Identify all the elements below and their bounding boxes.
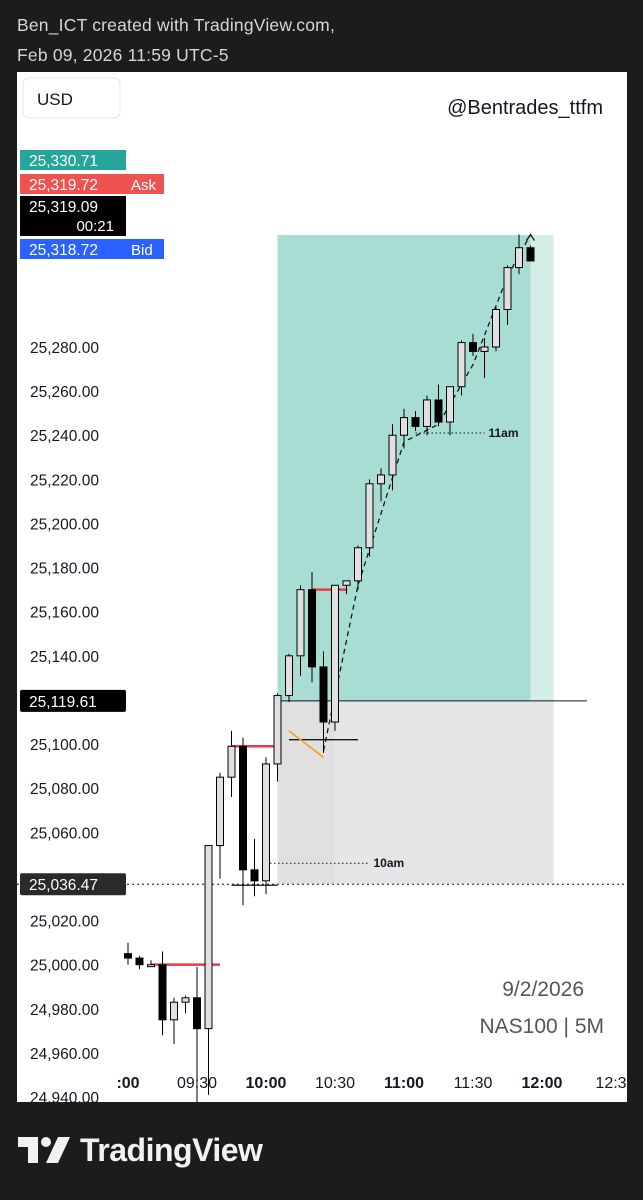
x-axis-tick-label: 11:00 [384,1075,424,1092]
price-tag[interactable] [20,239,126,259]
candle-body[interactable] [377,474,385,485]
y-axis-tick-label: 25,180.00 [30,561,99,578]
candle-body[interactable] [515,247,523,269]
candle-body[interactable] [135,957,144,966]
candle-body[interactable] [457,342,466,388]
candle-body[interactable] [193,997,201,1030]
candle-body[interactable] [204,845,213,1030]
price-tag-side [126,239,164,259]
x-axis-tick-label: 10:00 [246,1075,287,1092]
candle-body[interactable] [331,584,339,723]
x-axis-tick-label: 09:30 [177,1075,217,1092]
annotation-label: 11am [489,426,519,440]
swing-line[interactable] [288,730,324,758]
y-axis-tick-label: 25,140.00 [30,649,99,666]
candle-body[interactable] [480,346,489,352]
candle-body[interactable] [216,776,224,847]
candle-body[interactable] [296,589,305,657]
y-axis-tick-label: 24,980.00 [30,1002,99,1019]
candle-body[interactable] [262,763,270,882]
x-axis-tick-label: 12:00 [522,1075,563,1092]
trend-arrow-icon [525,233,536,241]
candle-body[interactable] [492,308,500,348]
candlestick-chart[interactable]: 10am 11am USD @Bentrades_ttfm 25,280.00 25,26… [17,72,627,1102]
price-tag-label: Ask [131,177,157,194]
header-line-2: Feb 09, 2026 11:59 UTC-5 [17,45,229,65]
candle-body[interactable] [434,399,443,423]
tradingview-logo-icon [18,1137,70,1163]
y-axis-tick-label: 25,260.00 [30,384,99,401]
price-tag[interactable] [20,150,126,170]
y-axis-tick-label: 25,060.00 [30,825,99,842]
y-axis-tick-label: 24,940.00 [30,1090,99,1102]
candle-body[interactable] [227,745,236,778]
x-axis-tick-label: 12:3 [595,1075,626,1092]
annotation-label: 10am [374,856,405,870]
profit-zone-filled [277,235,531,701]
candle-body[interactable] [469,342,477,352]
y-axis-tick-label: 25,280.00 [30,340,99,357]
price-tag[interactable] [20,196,126,236]
chart-date-label: 9/2/2026 [502,978,584,1001]
currency-box[interactable] [22,77,121,119]
tradingview-footer: TradingView [18,1128,263,1172]
line-price-tag[interactable] [20,873,126,896]
tradingview-brand: TradingView [80,1131,263,1168]
candle-body[interactable] [342,580,351,586]
y-axis-tick-label: 25,100.00 [30,737,99,754]
candle-body[interactable] [158,964,167,1021]
price-tag-label: Bid [131,242,153,259]
candle-body[interactable] [446,386,454,423]
y-axis-tick-label: 25,080.00 [30,781,99,798]
price-tag[interactable] [20,174,126,194]
price-tag-value: 25,330.71 [29,153,98,170]
candle-body[interactable] [388,434,397,476]
currency-label: USD [37,90,73,109]
line-price-tag[interactable] [20,689,126,712]
price-tag-value: 25,318.72 [29,242,98,259]
line-price-tag-value: 25,119.61 [29,694,97,711]
candle-body[interactable] [170,1001,178,1021]
price-tag-value: 25,319.72 [29,177,98,194]
y-axis-tick-label: 25,020.00 [30,914,99,931]
header-line-1: Ben_ICT created with TradingView.com, [17,15,336,35]
y-axis-tick-label: 25,200.00 [30,516,99,533]
watermark-handle: @Bentrades_ttfm [447,97,603,119]
x-axis-tick-label: 10:30 [315,1075,355,1092]
candle-body[interactable] [239,745,247,871]
candle-body[interactable] [285,655,293,697]
price-tag-value: 25,319.09 [29,199,98,216]
price-tag-countdown: 00:21 [76,218,114,235]
candle-body[interactable] [250,869,259,882]
candle-body[interactable] [365,483,374,549]
candle-body[interactable] [181,997,190,1003]
candle-body[interactable] [400,417,408,436]
y-axis-tick-label: 24,960.00 [30,1046,99,1063]
price-tag-side [126,174,164,194]
y-axis-tick-label: 25,240.00 [30,428,99,445]
x-axis-tick-label: 11:30 [454,1075,493,1092]
candle-body[interactable] [411,417,420,427]
y-axis-tick-label: 25,160.00 [30,605,99,622]
candle-body[interactable] [308,589,316,668]
candle-body[interactable] [503,267,512,310]
y-axis-tick-label: 25,220.00 [30,472,99,489]
y-axis-tick-label: 25,000.00 [30,958,99,975]
x-axis-tick-label: :00 [116,1075,139,1092]
candle-body[interactable] [526,247,535,262]
candle-body[interactable] [423,399,431,427]
chart-symbol-label: NAS100 | 5M [479,1015,604,1038]
candle-body[interactable] [124,953,132,959]
candle-body[interactable] [354,547,362,582]
candle-body[interactable] [319,666,328,723]
line-price-tag-value: 25,036.47 [29,877,98,894]
risk-zone-filled [277,700,335,885]
chart-panel[interactable]: 10am 11am USD @Bentrades_ttfm 25,280.00 25,26… [17,72,627,1102]
candle-body[interactable] [273,695,282,765]
candle-body[interactable] [147,964,155,968]
